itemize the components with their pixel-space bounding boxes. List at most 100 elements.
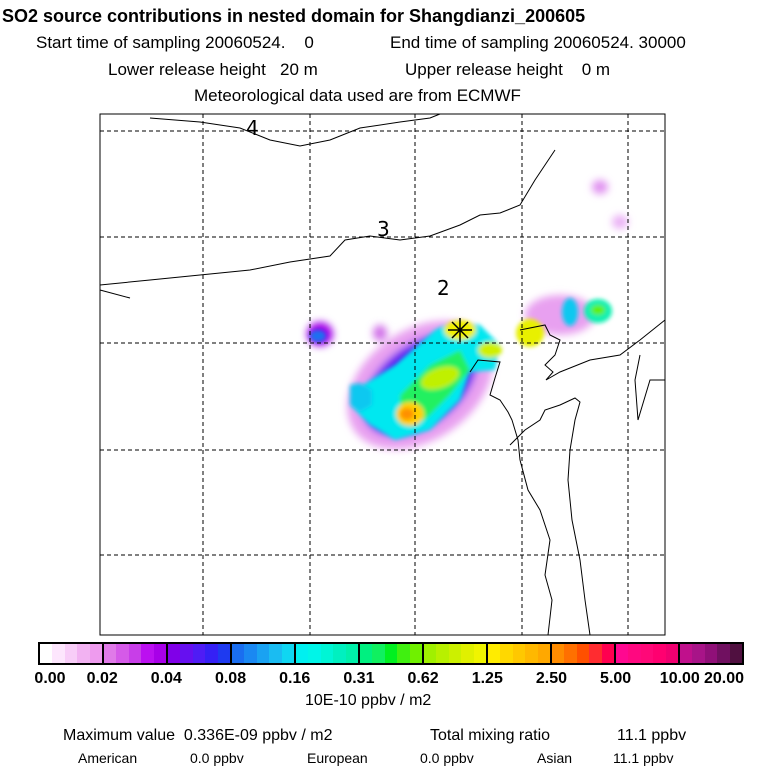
colorbar-swatch [640, 644, 654, 663]
colorbar-swatch [77, 644, 90, 663]
colorbar-tick-label: 0.00 [34, 670, 66, 687]
colorbar-swatch [372, 644, 385, 663]
colorbar-swatch [564, 644, 577, 663]
colorbar-tick-label: 0.04 [150, 670, 182, 687]
met-data-source: Meteorological data used are from ECMWF [194, 86, 521, 105]
colorbar-swatch [269, 644, 282, 663]
total-mixing-value: 11.1 ppbv [617, 727, 687, 744]
colorbar-tick-label: 0.16 [279, 670, 311, 687]
colorbar-swatch [64, 644, 78, 663]
colorbar-tick-label: 20.00 [703, 670, 745, 687]
colorbar-swatch [244, 644, 257, 663]
colorbar-swatch [488, 644, 501, 663]
colorbar-swatch [665, 644, 679, 663]
colorbar-segment [296, 644, 360, 663]
colorbar-swatch [296, 644, 309, 663]
colorbar-swatch [525, 644, 538, 663]
colorbar-swatch [141, 644, 154, 663]
colorbar [38, 642, 744, 665]
colorbar-swatch [232, 644, 245, 663]
colorbar-tick-label: 0.02 [86, 670, 118, 687]
chart-title: SO2 source contributions in nested domai… [2, 6, 586, 26]
colorbar-swatch [680, 644, 693, 663]
colorbar-tick-label: 5.00 [600, 670, 632, 687]
asian-value: 11.1 ppbv [613, 750, 674, 766]
colorbar-tick-label: 0.62 [407, 670, 439, 687]
american-label: American [78, 750, 138, 766]
colorbar-segment [552, 644, 616, 663]
max-value: Maximum value 0.336E-09 ppbv / m2 [63, 727, 333, 744]
european-label: European [307, 750, 368, 766]
colorbar-swatch [717, 644, 730, 663]
colorbar-swatch [397, 644, 410, 663]
gridlines [100, 114, 665, 635]
asian-label: Asian [537, 750, 573, 766]
contour-label: 3 [377, 217, 390, 241]
colorbar-tick-label: 1.25 [471, 670, 503, 687]
colorbar-swatch [704, 644, 718, 663]
total-mixing-label: Total mixing ratio [430, 727, 551, 744]
colorbar-tick-label: 0.31 [343, 670, 375, 687]
colorbar-swatch [40, 644, 53, 663]
colorbar-swatch [409, 644, 423, 663]
colorbar-swatch [153, 644, 167, 663]
colorbar-swatch [552, 644, 565, 663]
colorbar-swatch [461, 644, 474, 663]
colorbar-swatch [384, 644, 398, 663]
american-value: 0.0 ppbv [190, 750, 244, 766]
colorbar-swatch [308, 644, 321, 663]
european-value: 0.0 ppbv [420, 750, 474, 766]
colorbar-segment [616, 644, 680, 663]
colorbar-swatch [52, 644, 65, 663]
colorbar-segment [360, 644, 424, 663]
colorbar-swatch [116, 644, 129, 663]
colorbar-swatch [256, 644, 270, 663]
colorbar-segment [232, 644, 296, 663]
colorbar-swatch [653, 644, 666, 663]
colorbar-segment [680, 644, 743, 663]
colorbar-swatch [320, 644, 334, 663]
coastlines [99, 113, 666, 636]
colorbar-units: 10E-10 ppbv / m2 [305, 692, 432, 709]
colorbar-swatch [601, 644, 615, 663]
contour-label: 2 [437, 276, 450, 300]
colorbar-swatch [589, 644, 602, 663]
map-panel: 4 3 2 [99, 113, 666, 636]
colorbar-swatch [512, 644, 526, 663]
colorbar-swatch [576, 644, 590, 663]
colorbar-swatch [692, 644, 705, 663]
colorbar-swatch [281, 644, 295, 663]
colorbar-swatch [448, 644, 462, 663]
colorbar-swatch [345, 644, 359, 663]
colorbar-tick-label: 0.08 [214, 670, 247, 687]
colorbar-swatch [168, 644, 181, 663]
colorbar-swatch [360, 644, 373, 663]
colorbar-swatch [424, 644, 437, 663]
colorbar-swatch [192, 644, 206, 663]
map-frame [99, 113, 666, 636]
colorbar-swatch [729, 644, 743, 663]
colorbar-swatch [104, 644, 117, 663]
colorbar-segment [168, 644, 232, 663]
colorbar-segment [488, 644, 552, 663]
colorbar-tick-label: 2.50 [535, 670, 568, 687]
colorbar-swatch [537, 644, 551, 663]
colorbar-segment [104, 644, 168, 663]
colorbar-segment [424, 644, 488, 663]
lower-release-height: Lower release height 20 m [108, 60, 318, 79]
colorbar-swatch [89, 644, 103, 663]
start-time: Start time of sampling 20060524. 0 [36, 33, 314, 52]
colorbar-tick-label: 10.00 [659, 670, 700, 687]
colorbar-swatch [333, 644, 346, 663]
colorbar-swatch [500, 644, 513, 663]
end-time: End time of sampling 20060524. 30000 [390, 33, 686, 52]
colorbar-swatch [616, 644, 629, 663]
contour-label: 4 [246, 116, 259, 140]
colorbar-swatch [128, 644, 142, 663]
upper-release-height: Upper release height 0 m [405, 60, 611, 79]
colorbar-swatch [473, 644, 487, 663]
colorbar-swatch [436, 644, 449, 663]
colorbar-swatch [180, 644, 193, 663]
colorbar-swatch [205, 644, 218, 663]
colorbar-swatch [628, 644, 641, 663]
